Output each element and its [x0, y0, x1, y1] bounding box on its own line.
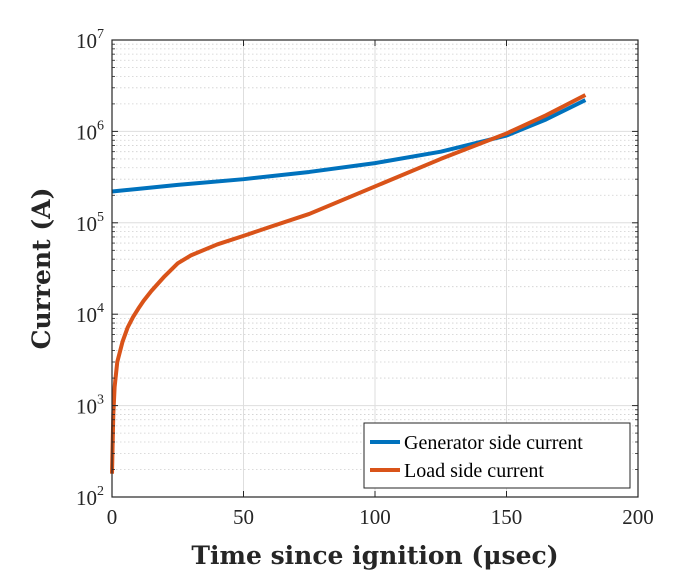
series-line-load: [110, 93, 587, 474]
y-tick-label: 106: [76, 118, 104, 144]
axis-ticks: [111, 39, 639, 498]
x-tick-label: 50: [233, 505, 254, 529]
x-axis-label: Time since ignition (μsec): [191, 541, 558, 570]
series-layer: [110, 93, 587, 474]
y-axis-label: Current (A): [27, 188, 56, 350]
y-tick-label: 107: [76, 27, 104, 53]
grid: [112, 40, 638, 497]
x-tick-label: 150: [491, 505, 523, 529]
legend-label-load: Load side current: [404, 460, 544, 482]
tick-labels: 0 50 100 150 200 102 103 104 105 106 107: [76, 27, 654, 529]
x-tick-label: 200: [622, 505, 654, 529]
legend-box: [363, 422, 631, 489]
y-tick-label: 104: [76, 301, 104, 327]
legend-label-generator: Generator side current: [404, 432, 583, 454]
x-tick-label: 0: [107, 505, 118, 529]
legend: Generator side current Load side current: [363, 422, 631, 489]
x-tick-label: 100: [359, 505, 391, 529]
y-tick-label: 103: [76, 393, 104, 419]
y-tick-label: 102: [76, 484, 104, 510]
y-tick-label: 105: [76, 210, 104, 236]
series-line-generator: [111, 98, 587, 194]
